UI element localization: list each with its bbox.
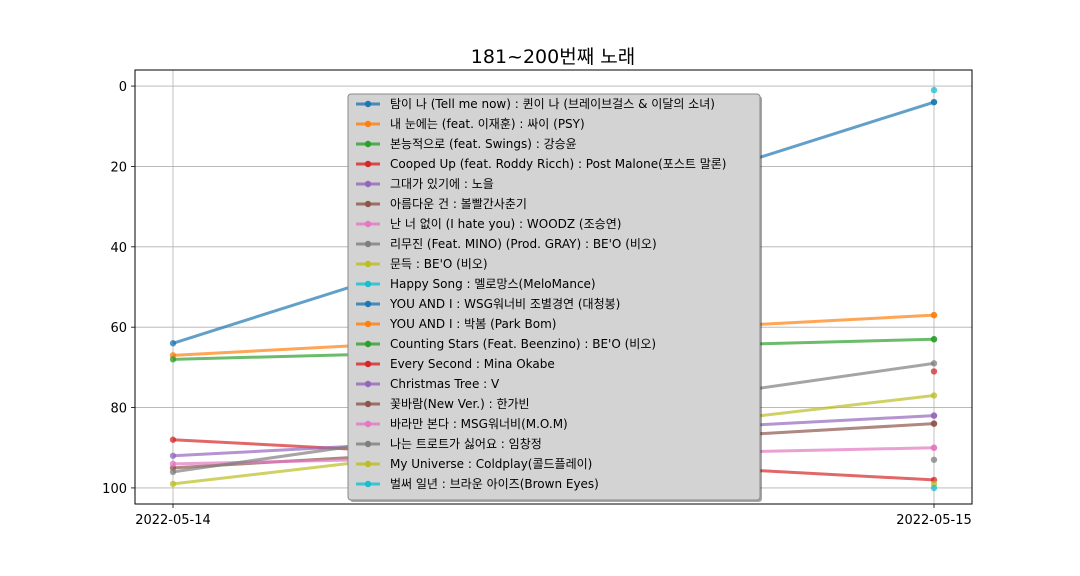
legend-marker-3 <box>364 160 372 168</box>
legend-marker-17 <box>364 440 372 448</box>
legend-label-15: 꽃바람(New Ver.) : 한가빈 <box>390 397 530 411</box>
legend-marker-2 <box>364 140 372 148</box>
legend-marker-16 <box>364 420 372 428</box>
y-tick-label: 0 <box>119 80 127 95</box>
data-point-13-0 <box>930 368 938 375</box>
data-point-10-0 <box>930 98 938 106</box>
data-point-11-0 <box>930 311 938 319</box>
legend-label-9: Happy Song : 멜로망스(MeloMance) <box>390 277 596 291</box>
legend-label-10: YOU AND I : WSG워너비 조별경연 (대청봉) <box>389 297 620 311</box>
y-tick-label: 60 <box>110 321 127 336</box>
legend-marker-1 <box>364 120 372 128</box>
legend-label-17: 나는 트로트가 싫어요 : 임창정 <box>390 437 542 451</box>
legend-marker-15 <box>364 400 372 408</box>
legend-label-0: 탐이 나 (Tell me now) : 퀸이 나 (브레이브걸스 & 이달의 … <box>390 97 715 111</box>
data-point-3-0 <box>169 436 177 443</box>
legend-marker-5 <box>364 200 372 208</box>
legend-marker-4 <box>364 180 372 188</box>
legend-marker-8 <box>364 260 372 268</box>
y-tick-label: 80 <box>110 402 127 417</box>
data-point-0-0 <box>169 340 177 347</box>
x-tick-label: 2022-05-14 <box>135 513 211 528</box>
data-point-7-0 <box>169 468 177 476</box>
data-point-15-0 <box>930 420 938 427</box>
y-tick-label: 100 <box>102 482 127 497</box>
legend-marker-6 <box>364 220 372 228</box>
y-tick-label: 40 <box>110 241 127 256</box>
data-point-14-0 <box>930 412 938 419</box>
data-point-6-0 <box>169 460 177 468</box>
legend-marker-11 <box>364 320 372 328</box>
legend-label-13: Every Second : Mina Okabe <box>390 357 555 371</box>
legend-label-5: 아름다운 건 : 볼빨간사춘기 <box>390 197 527 211</box>
chart-title: 181~200번째 노래 <box>471 46 635 68</box>
legend-label-4: 그대가 있기에 : 노을 <box>390 177 494 191</box>
y-tick-label: 20 <box>110 160 127 175</box>
legend-label-11: YOU AND I : 박봄 (Park Bom) <box>389 317 556 331</box>
legend-label-7: 리무진 (Feat. MINO) (Prod. GRAY) : BE'O (비오… <box>390 237 657 251</box>
legend-marker-0 <box>364 100 372 108</box>
data-point-8-1 <box>930 392 938 399</box>
legend-label-6: 난 너 없이 (I hate you) : WOODZ (조승연) <box>390 217 621 231</box>
data-point-9-0 <box>930 86 938 94</box>
legend: 탐이 나 (Tell me now) : 퀸이 나 (브레이브걸스 & 이달의 … <box>347 93 762 502</box>
data-point-19-0 <box>930 484 938 492</box>
legend-marker-13 <box>364 360 372 368</box>
legend-marker-19 <box>364 480 372 488</box>
data-point-4-0 <box>169 452 177 459</box>
legend-label-19: 벌써 일년 : 브라운 아이즈(Brown Eyes) <box>390 477 599 491</box>
x-tick-label: 2022-05-15 <box>896 513 972 528</box>
legend-marker-9 <box>364 280 372 288</box>
legend-label-2: 본능적으로 (feat. Swings) : 강승윤 <box>390 137 577 151</box>
legend-marker-10 <box>364 300 372 308</box>
legend-marker-18 <box>364 460 372 468</box>
legend-label-12: Counting Stars (Feat. Beenzino) : BE'O (… <box>390 337 656 351</box>
data-point-8-0 <box>169 480 177 488</box>
legend-label-16: 바라만 본다 : MSG워너비(M.O.M) <box>390 417 568 431</box>
legend-label-18: My Universe : Coldplay(콜드플레이) <box>390 457 592 471</box>
legend-label-8: 문득 : BE'O (비오) <box>390 257 488 271</box>
plot-frame <box>134 69 973 505</box>
legend-marker-12 <box>364 340 372 348</box>
legend-label-3: Cooped Up (feat. Roddy Ricch) : Post Mal… <box>390 157 726 171</box>
data-point-7-1 <box>930 360 938 367</box>
legend-box <box>347 93 761 501</box>
legend-label-1: 내 눈에는 (feat. 이재훈) : 싸이 (PSY) <box>390 117 585 131</box>
data-point-2-0 <box>169 356 177 363</box>
legend-marker-14 <box>364 380 372 388</box>
legend-marker-7 <box>364 240 372 248</box>
data-point-16-0 <box>930 444 938 451</box>
axis-ticks: 2022-05-14 2022-05-15 0 20 40 60 80 100 <box>102 80 972 528</box>
data-point-12-0 <box>930 336 938 343</box>
data-point-17-0 <box>930 456 938 463</box>
legend-label-14: Christmas Tree : V <box>390 377 500 391</box>
